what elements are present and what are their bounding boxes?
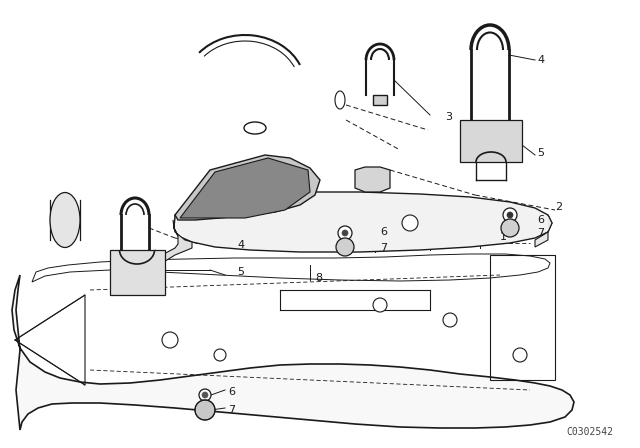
Polygon shape [535, 215, 552, 247]
Polygon shape [373, 95, 387, 105]
Polygon shape [110, 250, 165, 295]
Polygon shape [174, 192, 552, 252]
Circle shape [513, 348, 527, 362]
Text: 6: 6 [537, 215, 544, 225]
Text: 5: 5 [537, 148, 544, 158]
Text: 7: 7 [228, 405, 235, 415]
Text: C0302542: C0302542 [566, 427, 614, 437]
Circle shape [342, 230, 348, 236]
Circle shape [336, 238, 354, 256]
Polygon shape [355, 167, 390, 192]
Text: 1: 1 [500, 232, 507, 242]
Polygon shape [180, 158, 310, 218]
Text: 6: 6 [228, 387, 235, 397]
Circle shape [373, 298, 387, 312]
Polygon shape [175, 155, 320, 220]
Circle shape [162, 332, 178, 348]
Ellipse shape [50, 193, 80, 247]
Text: 7: 7 [380, 243, 387, 253]
Circle shape [503, 208, 517, 222]
Text: 2: 2 [555, 202, 562, 212]
Circle shape [501, 219, 519, 237]
Circle shape [507, 212, 513, 218]
Polygon shape [460, 120, 522, 162]
Circle shape [202, 392, 208, 398]
Circle shape [195, 400, 215, 420]
Text: 6: 6 [380, 227, 387, 237]
Text: 4: 4 [537, 55, 544, 65]
Circle shape [402, 215, 418, 231]
Text: 7: 7 [537, 228, 544, 238]
Circle shape [338, 226, 352, 240]
Circle shape [214, 349, 226, 361]
Text: 5: 5 [237, 267, 244, 277]
Text: 4: 4 [237, 240, 244, 250]
Circle shape [443, 313, 457, 327]
Polygon shape [162, 215, 192, 263]
Polygon shape [12, 275, 574, 430]
Circle shape [199, 389, 211, 401]
Text: 8: 8 [315, 273, 322, 283]
Text: 3: 3 [445, 112, 452, 122]
